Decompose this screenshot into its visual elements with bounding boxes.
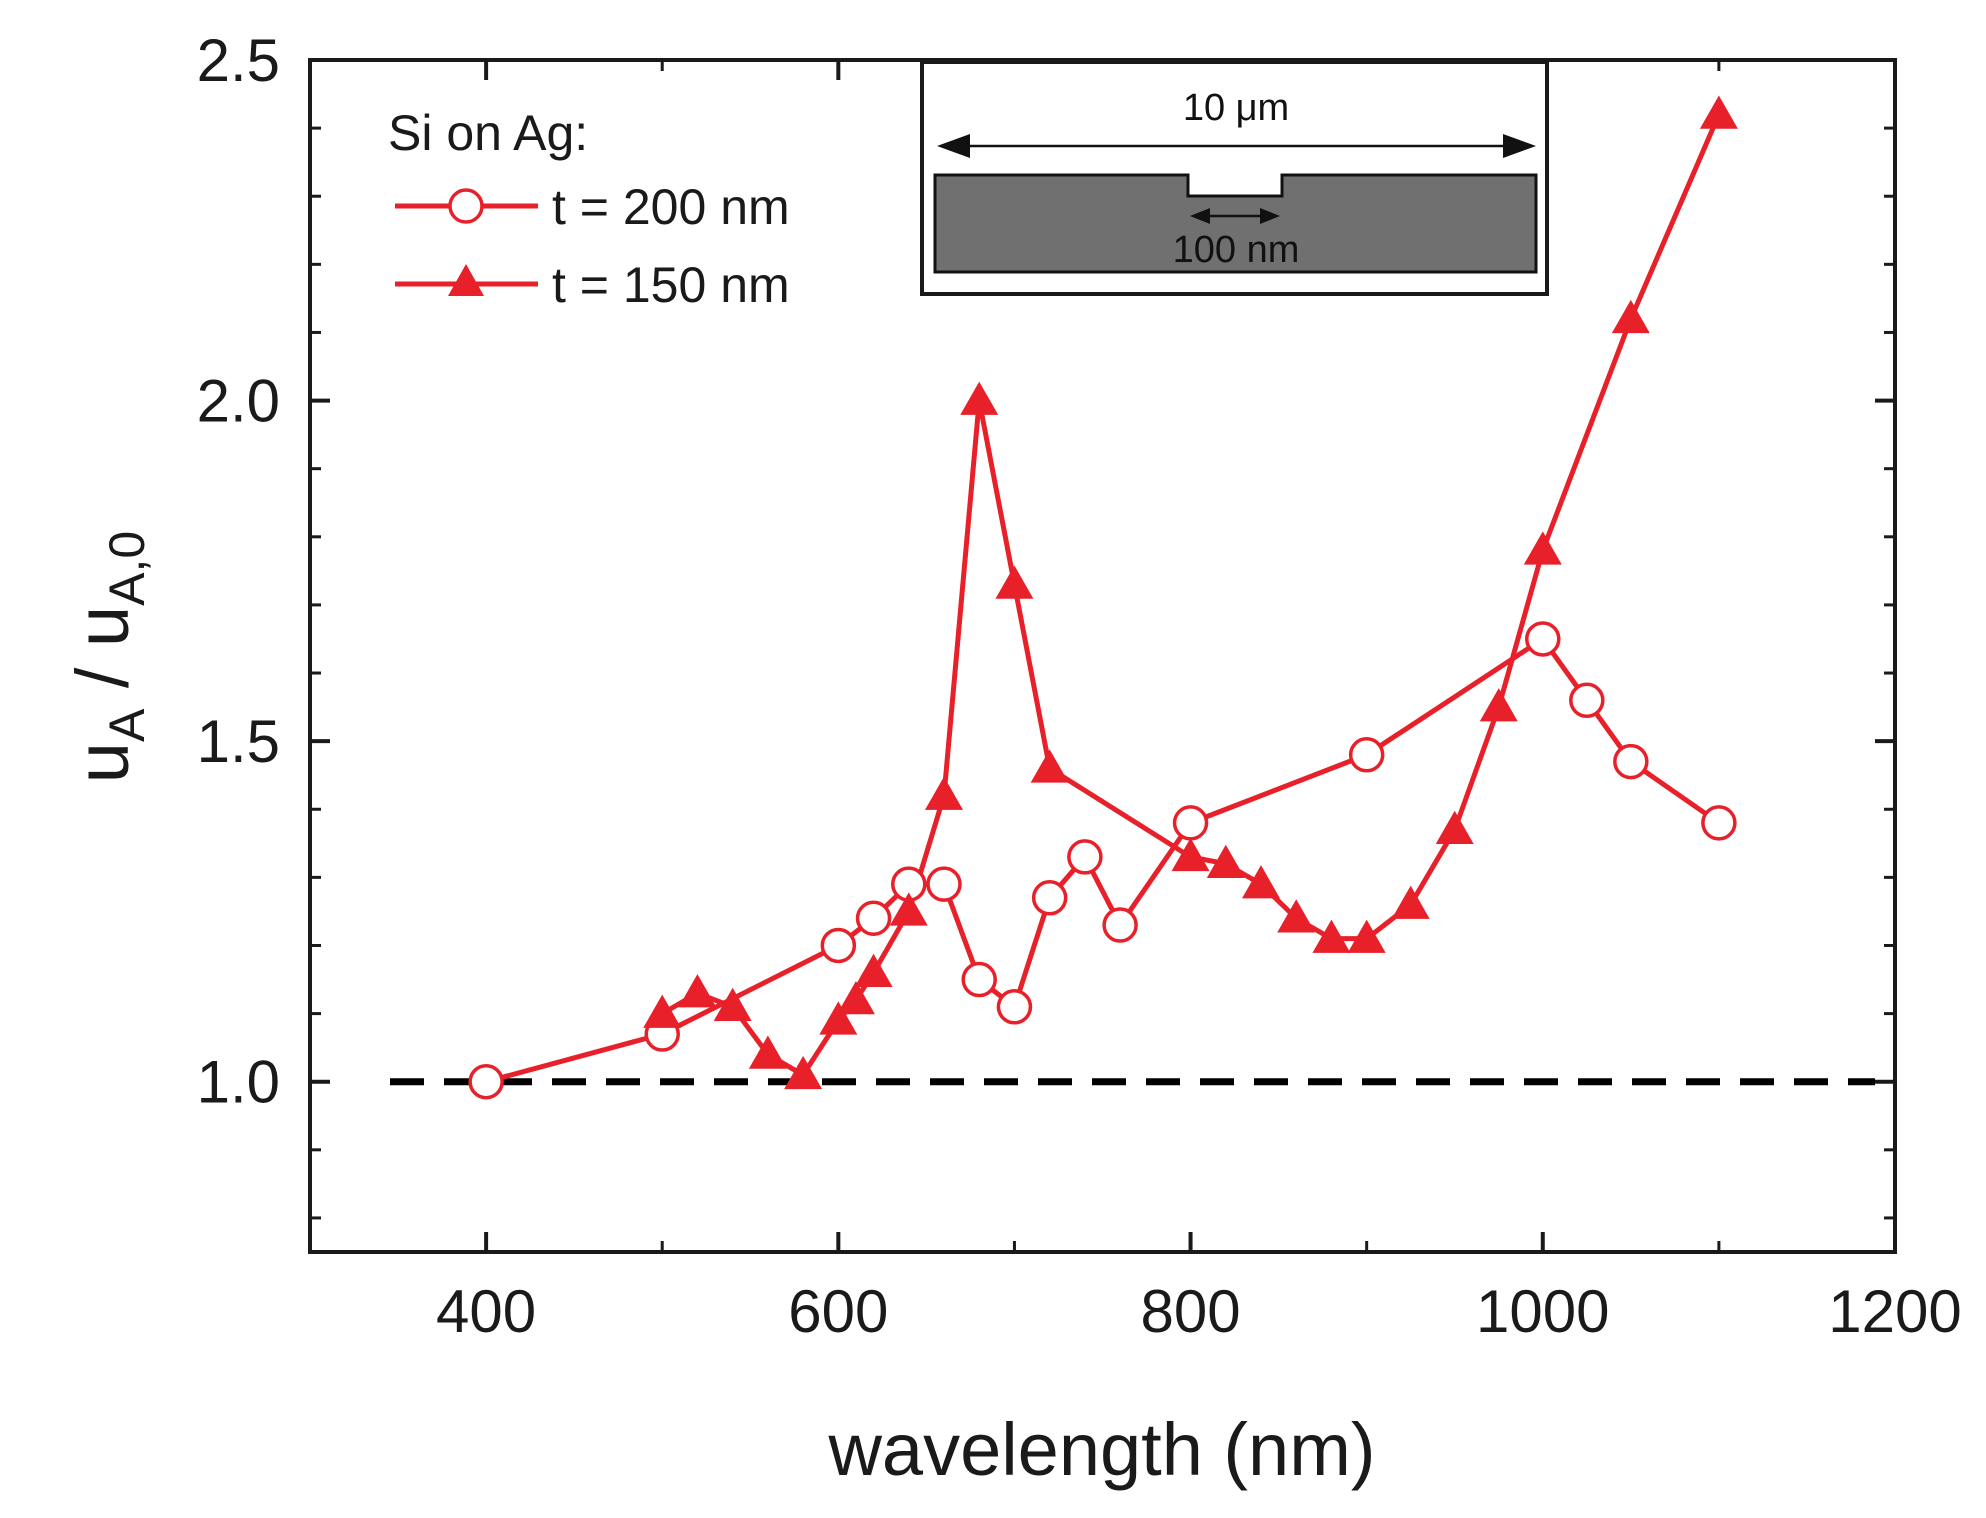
data-point-filled-triangle	[1699, 95, 1738, 129]
inset-gap-arrow-left-head	[1190, 208, 1210, 224]
inset-arrow-right-head	[1503, 134, 1536, 158]
x-tick-label: 800	[1141, 1278, 1241, 1345]
data-point-filled-triangle	[1611, 299, 1650, 334]
y-axis-label-slash: /	[61, 647, 144, 709]
data-point-filled-triangle	[819, 1001, 858, 1035]
inset-bottom-label: 100 nm	[1173, 229, 1300, 271]
inset-top-label: 10 μm	[1183, 87, 1289, 129]
data-point-open-circle	[1348, 737, 1385, 773]
data-point-filled-triangle	[889, 892, 928, 926]
data-point-filled-triangle	[748, 1035, 787, 1069]
data-point-filled-triangle	[1206, 844, 1245, 878]
data-point-filled-triangle	[836, 980, 875, 1015]
data-point-open-circle	[1031, 880, 1068, 916]
inset-arrow-left-head	[937, 134, 970, 158]
x-tick-label: 600	[788, 1278, 888, 1345]
data-point-open-circle	[961, 961, 997, 998]
data-point-filled-triangle	[995, 565, 1034, 599]
inset-slab	[933, 173, 1538, 274]
data-point-filled-triangle	[784, 1055, 823, 1090]
data-point-open-circle	[820, 927, 857, 964]
data-point-open-circle	[1172, 805, 1209, 841]
legend-label-200nm: t = 200 nm	[552, 179, 790, 235]
data-point-filled-triangle	[1171, 837, 1210, 872]
y-tick-label: 2.5	[197, 27, 280, 94]
data-point-open-circle	[468, 1063, 504, 1100]
data-point-open-circle	[926, 866, 962, 902]
y-tick-label: 1.5	[197, 708, 280, 775]
data-point-filled-triangle	[1347, 919, 1386, 953]
legend-entry-200nm: t = 200 nm	[395, 179, 790, 235]
y-axis-label-sub1: A	[99, 708, 155, 742]
axis-ticks: 400 600 800 1000 1200 1.0 1.5 2.0 2.5	[197, 27, 1962, 1345]
legend-marker-filled-triangle	[448, 264, 484, 296]
y-axis-label-sub2: A,0	[99, 531, 155, 606]
y-axis-label-u1: u	[61, 742, 144, 783]
series-group	[468, 95, 1738, 1100]
x-axis-label: wavelength (nm)	[827, 1408, 1375, 1491]
legend-marker-open-circle	[448, 188, 484, 224]
data-point-filled-triangle	[643, 994, 682, 1028]
inset-gap-arrow-right-head	[1260, 208, 1280, 224]
data-point-filled-triangle	[678, 974, 717, 1008]
legend-label-150nm: t = 150 nm	[552, 257, 790, 313]
data-point-filled-triangle	[1523, 531, 1562, 565]
data-point-open-circle	[1102, 907, 1138, 943]
data-point-filled-triangle	[1479, 688, 1518, 722]
data-point-filled-triangle	[925, 776, 963, 810]
data-point-filled-triangle	[1435, 810, 1474, 844]
inset-schematic: 10 μm 100 nm	[920, 60, 1549, 296]
data-point-filled-triangle	[1242, 865, 1280, 899]
legend: Si on Ag: t = 200 nm t = 150 nm	[388, 105, 790, 313]
data-point-filled-triangle	[1312, 919, 1351, 953]
data-point-open-circle	[996, 989, 1033, 1025]
data-point-filled-triangle	[1391, 885, 1430, 919]
y-tick-label: 2.0	[197, 368, 280, 435]
y-axis-label-u2: u	[61, 606, 144, 647]
data-point-open-circle	[1067, 839, 1103, 875]
x-tick-label: 1200	[1828, 1278, 1961, 1345]
data-point-filled-triangle	[854, 953, 893, 987]
data-point-open-circle	[1613, 743, 1649, 780]
data-point-filled-triangle	[960, 381, 999, 415]
data-point-filled-triangle	[1277, 899, 1316, 933]
data-point-open-circle	[1569, 682, 1605, 719]
y-axis-label: uA / uA,0	[61, 531, 155, 783]
data-point-filled-triangle	[1030, 749, 1069, 783]
data-point-open-circle	[1525, 621, 1561, 657]
x-tick-label: 400	[436, 1278, 536, 1345]
data-point-open-circle	[1701, 805, 1737, 841]
legend-title: Si on Ag:	[388, 105, 588, 161]
data-point-open-circle	[855, 900, 892, 936]
y-tick-label: 1.0	[197, 1049, 280, 1116]
data-point-filled-triangle	[713, 987, 752, 1022]
x-tick-label: 1000	[1476, 1278, 1609, 1345]
legend-entry-150nm: t = 150 nm	[395, 257, 790, 313]
